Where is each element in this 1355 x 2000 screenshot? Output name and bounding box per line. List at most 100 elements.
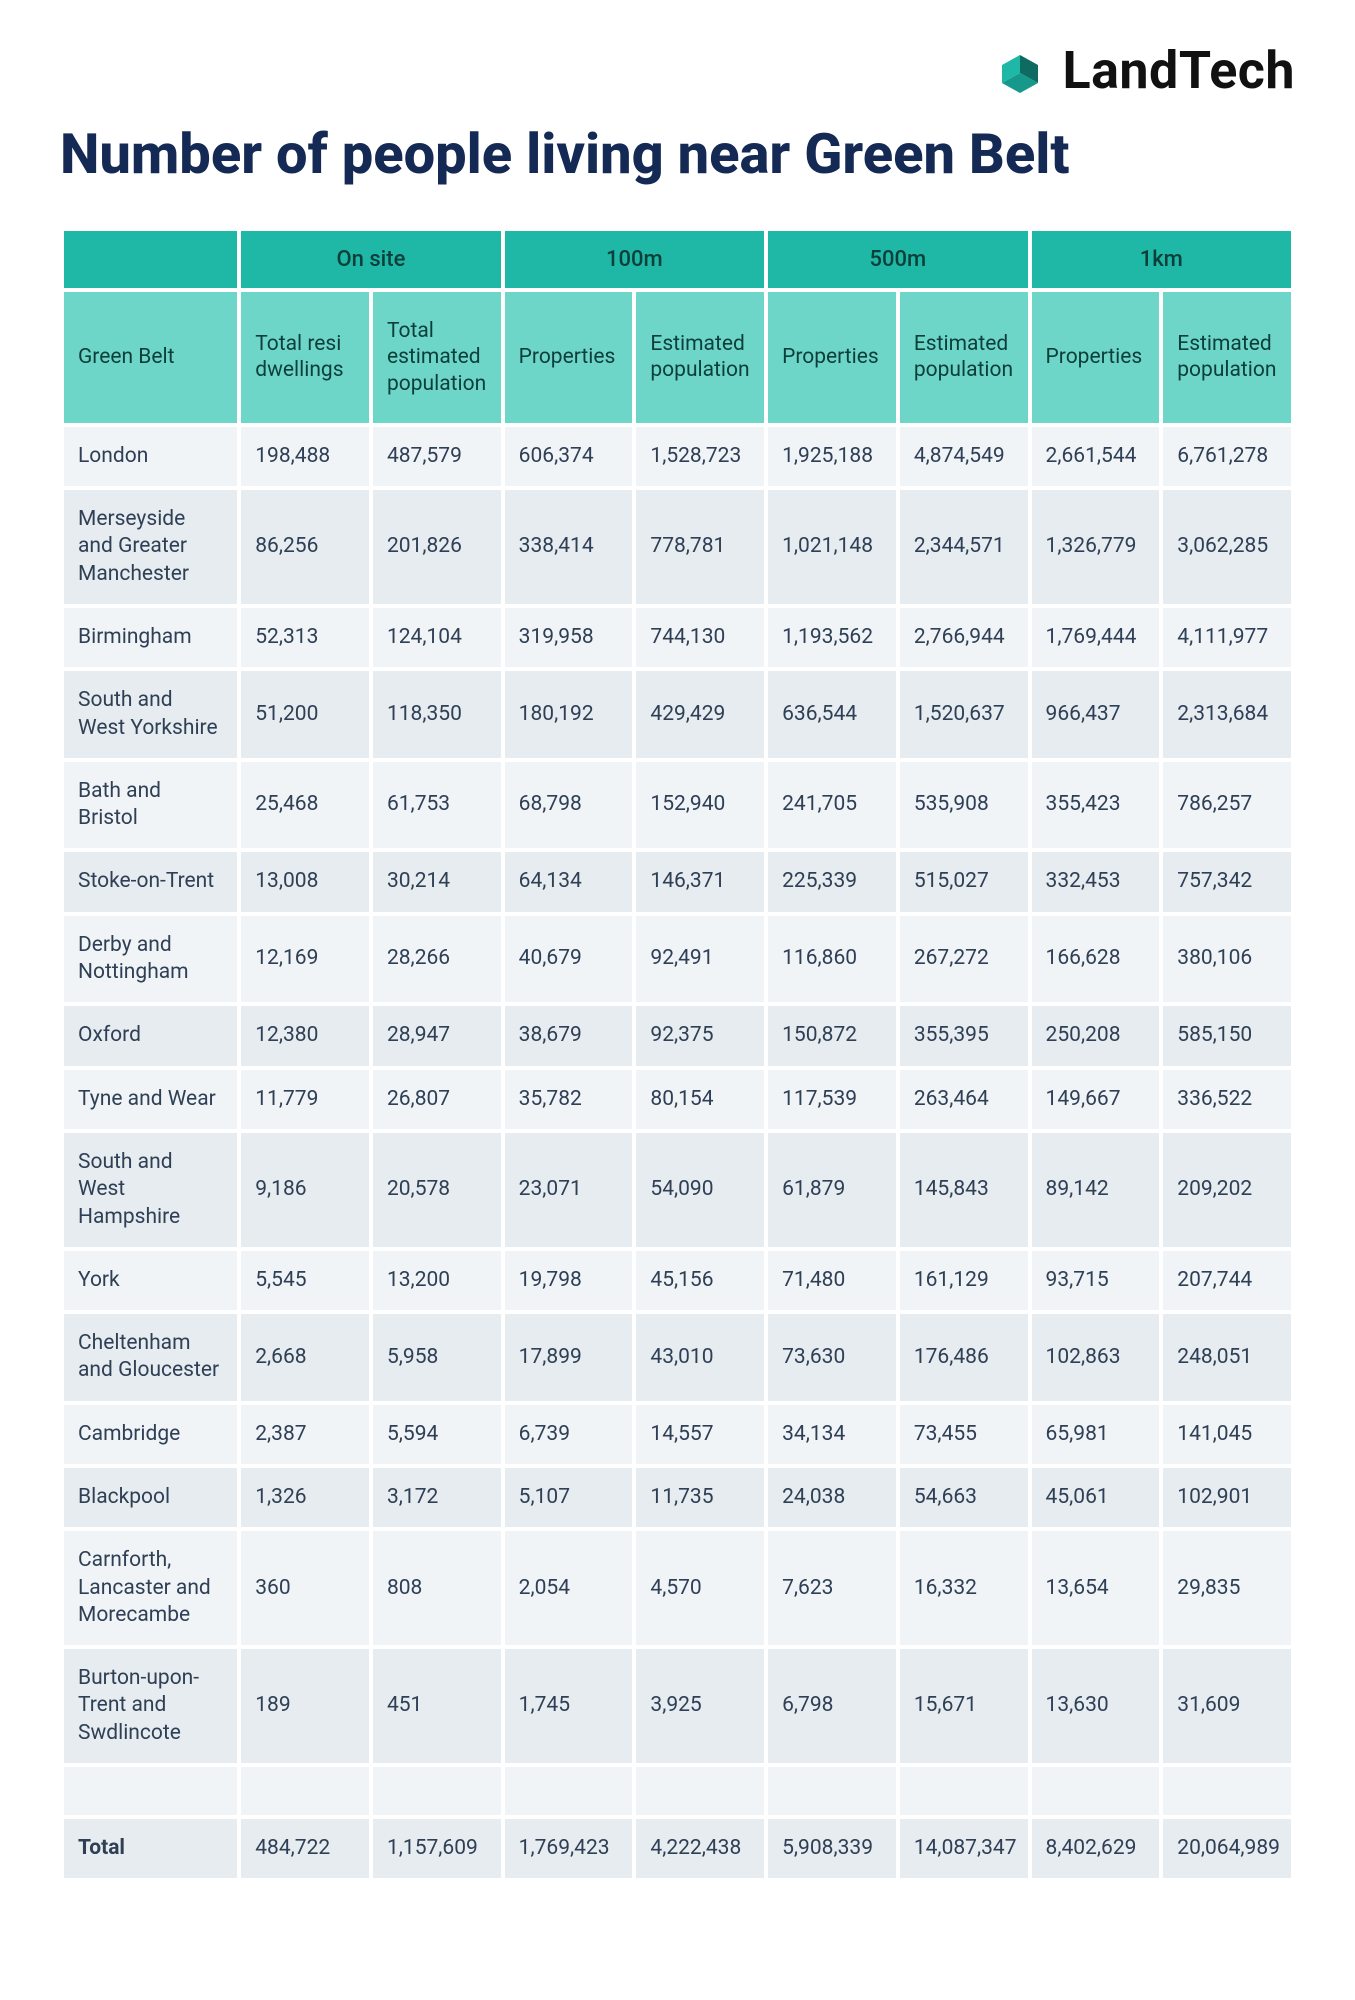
row-label: London — [64, 427, 237, 486]
table-row: Blackpool1,3263,1725,10711,73524,03854,6… — [64, 1468, 1291, 1527]
cell: 45,061 — [1032, 1468, 1160, 1527]
cell: 332,453 — [1032, 852, 1160, 911]
cell: 189 — [241, 1649, 369, 1763]
header-row: LandTech — [60, 40, 1295, 101]
cell: 1,326,779 — [1032, 490, 1160, 604]
table-row: Derby and Nottingham12,16928,26640,67992… — [64, 916, 1291, 1003]
group-header-500m: 500m — [768, 231, 1027, 288]
cell: 338,414 — [505, 490, 633, 604]
page: LandTech Number of people living near Gr… — [0, 0, 1355, 1962]
cell: 117,539 — [768, 1070, 896, 1129]
cell: 1,528,723 — [636, 427, 764, 486]
row-label: York — [64, 1251, 237, 1310]
cell: 149,667 — [1032, 1070, 1160, 1129]
brand-name: LandTech — [1062, 40, 1295, 101]
cell: 9,186 — [241, 1133, 369, 1247]
row-label: South and West Yorkshire — [64, 671, 237, 758]
cell: 585,150 — [1163, 1006, 1291, 1065]
cell: 13,654 — [1032, 1531, 1160, 1645]
cell: 118,350 — [373, 671, 501, 758]
cell: 124,104 — [373, 608, 501, 667]
cell: 744,130 — [636, 608, 764, 667]
table-row: Total484,7221,157,6091,769,4234,222,4385… — [64, 1819, 1291, 1878]
spacer-cell — [1032, 1767, 1160, 1815]
cell: 68,798 — [505, 762, 633, 849]
cell: 5,594 — [373, 1405, 501, 1464]
cell: 198,488 — [241, 427, 369, 486]
cell: 4,111,977 — [1163, 608, 1291, 667]
cell: 61,753 — [373, 762, 501, 849]
table-group-header-row: On site 100m 500m 1km — [64, 231, 1291, 288]
cell: 15,671 — [900, 1649, 1028, 1763]
cell: 13,630 — [1032, 1649, 1160, 1763]
cell: 102,863 — [1032, 1314, 1160, 1401]
group-header-blank — [64, 231, 237, 288]
cell: 241,705 — [768, 762, 896, 849]
green-belt-table: On site 100m 500m 1km Green Belt Total r… — [60, 227, 1295, 1882]
cell: 484,722 — [241, 1819, 369, 1878]
row-label: Birmingham — [64, 608, 237, 667]
row-label: Derby and Nottingham — [64, 916, 237, 1003]
row-label: Merseyside and Greater Manchester — [64, 490, 237, 604]
table-row: South and West Yorkshire51,200118,350180… — [64, 671, 1291, 758]
row-label: Tyne and Wear — [64, 1070, 237, 1129]
cell: 93,715 — [1032, 1251, 1160, 1310]
cell: 65,981 — [1032, 1405, 1160, 1464]
cell: 451 — [373, 1649, 501, 1763]
spacer-cell — [373, 1767, 501, 1815]
cell: 86,256 — [241, 490, 369, 604]
cell: 429,429 — [636, 671, 764, 758]
cell: 20,064,989 — [1163, 1819, 1291, 1878]
cell: 28,947 — [373, 1006, 501, 1065]
cell: 5,958 — [373, 1314, 501, 1401]
cell: 201,826 — [373, 490, 501, 604]
cell: 180,192 — [505, 671, 633, 758]
brand-mark-icon — [992, 43, 1048, 99]
table-sub-header-row: Green Belt Total resi dwellings Total es… — [64, 292, 1291, 423]
cell: 355,395 — [900, 1006, 1028, 1065]
row-label: Blackpool — [64, 1468, 237, 1527]
cell: 966,437 — [1032, 671, 1160, 758]
cell: 209,202 — [1163, 1133, 1291, 1247]
cell: 30,214 — [373, 852, 501, 911]
page-title: Number of people living near Green Belt — [60, 121, 1295, 187]
cell: 8,402,629 — [1032, 1819, 1160, 1878]
cell: 1,925,188 — [768, 427, 896, 486]
table-row: South and West Hampshire9,18620,57823,07… — [64, 1133, 1291, 1247]
row-label: Cambridge — [64, 1405, 237, 1464]
cell: 54,663 — [900, 1468, 1028, 1527]
table-row: Tyne and Wear11,77926,80735,78280,154117… — [64, 1070, 1291, 1129]
cell: 13,008 — [241, 852, 369, 911]
cell: 92,491 — [636, 916, 764, 1003]
cell: 24,038 — [768, 1468, 896, 1527]
col-onsite-pop: Total estimated population — [373, 292, 501, 423]
cell: 13,200 — [373, 1251, 501, 1310]
cell: 89,142 — [1032, 1133, 1160, 1247]
cell: 2,766,944 — [900, 608, 1028, 667]
cell: 515,027 — [900, 852, 1028, 911]
cell: 248,051 — [1163, 1314, 1291, 1401]
cell: 1,193,562 — [768, 608, 896, 667]
cell: 757,342 — [1163, 852, 1291, 911]
cell: 12,169 — [241, 916, 369, 1003]
spacer-cell — [900, 1767, 1028, 1815]
cell: 38,679 — [505, 1006, 633, 1065]
cell: 2,313,684 — [1163, 671, 1291, 758]
col-500m-pop: Estimated population — [900, 292, 1028, 423]
table-row: Stoke-on-Trent13,00830,21464,134146,3712… — [64, 852, 1291, 911]
cell: 19,798 — [505, 1251, 633, 1310]
table-row: Birmingham52,313124,104319,958744,1301,1… — [64, 608, 1291, 667]
cell: 267,272 — [900, 916, 1028, 1003]
cell: 2,387 — [241, 1405, 369, 1464]
cell: 1,745 — [505, 1649, 633, 1763]
cell: 11,735 — [636, 1468, 764, 1527]
cell: 73,455 — [900, 1405, 1028, 1464]
col-1km-props: Properties — [1032, 292, 1160, 423]
cell: 14,087,347 — [900, 1819, 1028, 1878]
row-label: Stoke-on-Trent — [64, 852, 237, 911]
cell: 2,661,544 — [1032, 427, 1160, 486]
cell: 43,010 — [636, 1314, 764, 1401]
cell: 6,739 — [505, 1405, 633, 1464]
cell: 141,045 — [1163, 1405, 1291, 1464]
cell: 11,779 — [241, 1070, 369, 1129]
